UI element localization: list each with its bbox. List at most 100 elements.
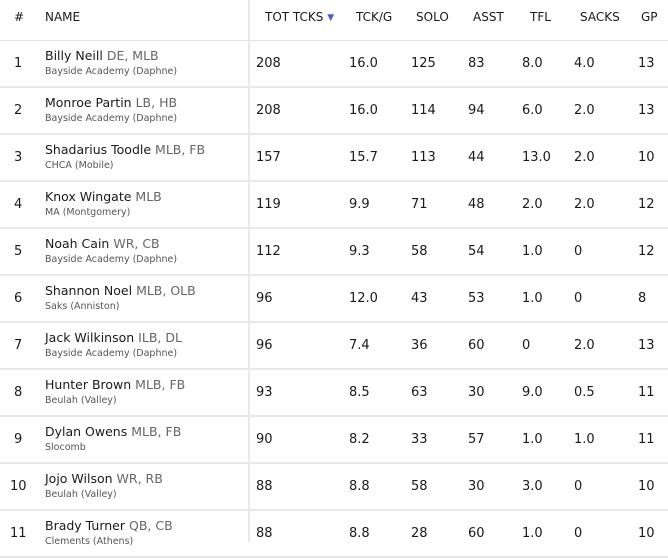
player-school: Saks (Anniston) [45,301,120,312]
stat-gp: 10 [638,526,655,541]
stat-sacks: 2.0 [574,150,595,165]
stat-asst: 60 [468,338,485,353]
stat-solo: 113 [411,150,436,165]
stat-tot: 119 [256,197,281,212]
stat-tckg: 12.0 [349,291,378,306]
player-name-line[interactable]: Dylan Owens MLB, FB [45,424,181,439]
table-row[interactable]: 11 Brady Turner QB, CB Clements (Athens) 88… [0,511,668,558]
stat-gp: 13 [638,56,655,71]
row-rank: 4 [14,197,23,212]
player-positions: MLB, FB [135,377,186,392]
header-sacks[interactable]: SACKS [580,10,620,24]
header-tfl[interactable]: TFL [530,10,551,24]
player-name-line[interactable]: Monroe Partin LB, HB [45,95,177,110]
stat-solo: 63 [411,385,428,400]
player-school: Bayside Academy (Daphne) [45,66,178,77]
row-rank: 10 [10,479,27,494]
stat-solo: 71 [411,197,428,212]
stat-solo: 28 [411,526,428,541]
stat-solo: 125 [411,56,436,71]
stat-tfl: 1.0 [522,291,543,306]
player-name-line[interactable]: Hunter Brown MLB, FB [45,377,185,392]
player-school: Bayside Academy (Daphne) [45,113,178,124]
stat-solo: 58 [411,244,428,259]
stat-sacks: 2.0 [574,103,595,118]
stat-tckg: 8.8 [349,479,370,494]
header-rank[interactable]: # [14,10,25,24]
row-rank: 5 [14,244,23,259]
player-name-line[interactable]: Brady Turner QB, CB [45,518,173,533]
player-name[interactable]: Shannon Noel [45,283,133,298]
stat-tfl: 1.0 [522,432,543,447]
stat-sacks: 0 [574,291,583,306]
table-row[interactable]: 9 Dylan Owens MLB, FB Slocomb 90 8.2 33 57 1.0 1… [0,417,668,464]
table-row[interactable]: 6 Shannon Noel MLB, OLB Saks (Anniston) 96 1… [0,276,668,323]
stat-tfl: 0 [522,338,531,353]
header-asst[interactable]: ASST [473,10,504,24]
stat-tfl: 2.0 [522,197,543,212]
table-row[interactable]: 3 Shadarius Toodle MLB, FB CHCA (Mobile) 15… [0,135,668,182]
stat-asst: 54 [468,244,485,259]
stat-tckg: 16.0 [349,56,378,71]
table-row[interactable]: 2 Monroe Partin LB, HB Bayside Academy (Da… [0,88,668,135]
stat-tfl: 8.0 [522,56,543,71]
player-positions: WR, CB [113,236,160,251]
stat-sacks: 0 [574,244,583,259]
player-name-line[interactable]: Shadarius Toodle MLB, FB [45,142,205,157]
stat-gp: 10 [638,479,655,494]
player-name-line[interactable]: Shannon Noel MLB, OLB [45,283,196,298]
column-divider [248,0,250,542]
table-row[interactable]: 4 Knox Wingate MLB MA (Montgomery) 119 9.9 71… [0,182,668,229]
stat-gp: 12 [638,244,655,259]
table-row[interactable]: 1 Billy Neill DE, MLB Bayside Academy (Dap… [0,41,668,88]
stat-sacks: 0.5 [574,385,595,400]
player-name[interactable]: Dylan Owens [45,424,128,439]
header-name[interactable]: NAME [45,10,81,24]
player-positions: LB, HB [135,95,178,110]
stat-tfl: 6.0 [522,103,543,118]
stat-gp: 13 [638,103,655,118]
player-name[interactable]: Monroe Partin [45,95,132,110]
table-row[interactable]: 7 Jack Wilkinson ILB, DL Bayside Academy (… [0,323,668,370]
player-positions: WR, RB [116,471,163,486]
player-name-line[interactable]: Jack Wilkinson ILB, DL [45,330,182,345]
player-positions: QB, CB [129,518,173,533]
player-name[interactable]: Knox Wingate [45,189,132,204]
stat-asst: 53 [468,291,485,306]
player-name-line[interactable]: Billy Neill DE, MLB [45,48,159,63]
header-solo[interactable]: SOLO [416,10,449,24]
header-gp[interactable]: GP [641,10,658,24]
player-name-line[interactable]: Noah Cain WR, CB [45,236,160,251]
row-rank: 8 [14,385,23,400]
row-rank: 7 [14,338,23,353]
player-positions: MLB [135,189,162,204]
player-name[interactable]: Noah Cain [45,236,110,251]
header-tot-tcks-label: TOT TCKS [265,10,324,24]
player-name[interactable]: Jack Wilkinson [45,330,135,345]
table-row[interactable]: 5 Noah Cain WR, CB Bayside Academy (Daphne… [0,229,668,276]
table-row[interactable]: 8 Hunter Brown MLB, FB Beulah (Valley) 93 8.… [0,370,668,417]
stat-tckg: 15.7 [349,150,378,165]
player-name[interactable]: Brady Turner [45,518,126,533]
stat-asst: 60 [468,526,485,541]
player-name[interactable]: Hunter Brown [45,377,132,392]
table-row[interactable]: 10 Jojo Wilson WR, RB Beulah (Valley) 88 8.8… [0,464,668,511]
player-positions: MLB, FB [155,142,206,157]
header-tckg[interactable]: TCK/G [356,10,393,24]
player-name[interactable]: Billy Neill [45,48,103,63]
player-positions: ILB, DL [138,330,182,345]
stat-solo: 36 [411,338,428,353]
stat-tot: 96 [256,338,273,353]
player-school: Beulah (Valley) [45,395,117,406]
player-name-line[interactable]: Jojo Wilson WR, RB [45,471,163,486]
player-name[interactable]: Jojo Wilson [45,471,113,486]
stat-tot: 88 [256,479,273,494]
stat-tot: 157 [256,150,281,165]
player-name-line[interactable]: Knox Wingate MLB [45,189,162,204]
row-rank: 1 [14,56,23,71]
stat-gp: 8 [638,291,647,306]
stat-gp: 11 [638,385,655,400]
player-name[interactable]: Shadarius Toodle [45,142,152,157]
header-tot-tcks[interactable]: TOT TCKS ▼ [265,0,334,40]
